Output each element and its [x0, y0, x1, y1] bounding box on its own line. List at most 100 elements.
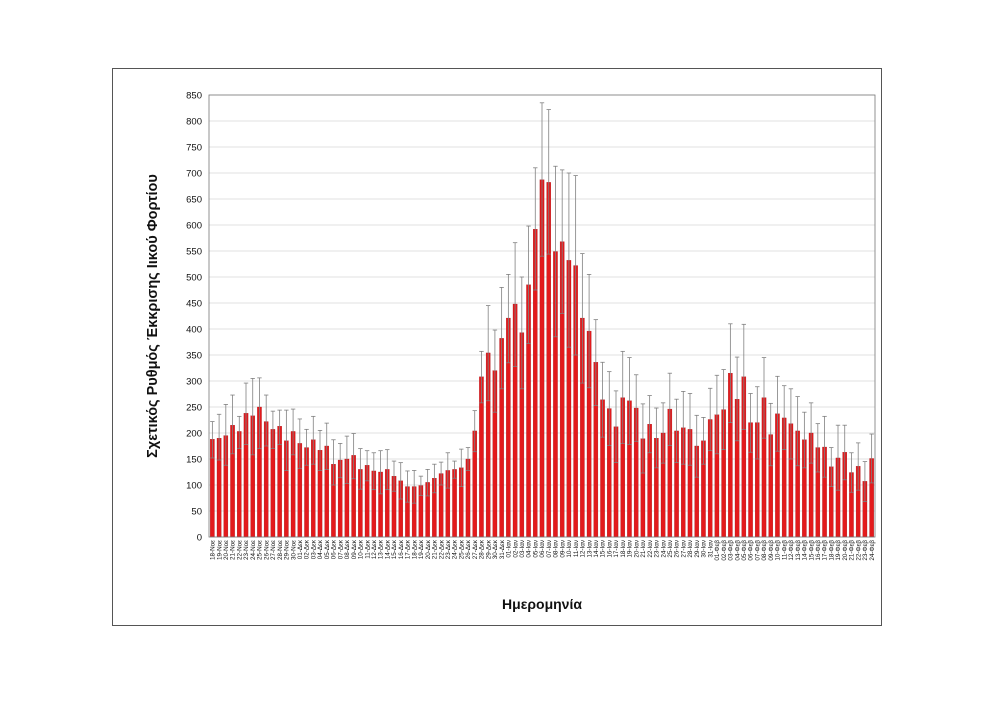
x-tick-label: 20-Δεκ — [425, 539, 432, 559]
chart-frame: 0 50 100 150 200 250 300 350 400 450 500 550 600 650 7… — [112, 68, 882, 626]
y-tick-label: 0 — [197, 532, 202, 543]
x-tick-label: 29-Δεκ — [485, 539, 492, 559]
y-tick-label: 550 — [186, 246, 202, 257]
x-tick-label: 16-Δεκ — [398, 539, 405, 559]
x-tick-label: 09-Ιαν — [559, 540, 566, 558]
y-tick-label: 400 — [186, 324, 202, 335]
x-tick-label: 31-Ιαν — [707, 540, 714, 558]
x-tick-label: 25-Νοε — [257, 540, 264, 560]
x-tick-label: 16-Φεβ — [815, 540, 822, 561]
y-axis-ticks: 0 50 100 150 200 250 300 350 400 450 500 550 600 650 7… — [186, 90, 202, 543]
x-tick-label: 20-Νοε — [223, 540, 230, 560]
x-tick-label: 26-Δεκ — [465, 539, 472, 559]
x-tick-label: 30-Ιαν — [701, 540, 708, 558]
x-tick-label: 30-Δεκ — [492, 539, 499, 559]
bar — [452, 469, 457, 538]
x-tick-label: 24-Νοε — [250, 540, 257, 560]
x-tick-label: 18-Δεκ — [411, 539, 418, 559]
y-tick-label: 300 — [186, 376, 202, 387]
x-tick-label: 17-Ιαν — [613, 540, 620, 558]
x-tick-label: 18-Φεβ — [828, 540, 835, 561]
x-tick-label: 22-Φεβ — [855, 540, 862, 561]
y-tick-label: 500 — [186, 272, 202, 283]
x-tick-label: 03-Φεβ — [728, 540, 735, 561]
x-tick-label: 13-Ιαν — [586, 540, 593, 558]
x-tick-label: 17-Φεβ — [822, 540, 829, 561]
x-tick-label: 26-Ιαν — [674, 540, 681, 558]
x-tick-label: 29-Ιαν — [694, 540, 701, 558]
x-tick-label: 29-Νοε — [284, 540, 291, 560]
x-tick-label: 22-Νοε — [236, 540, 243, 560]
x-tick-label: 11-Δεκ — [364, 539, 371, 559]
x-tick-label: 04-Ιαν — [526, 540, 533, 558]
x-tick-label: 20-Ιαν — [633, 540, 640, 558]
x-tick-label: 06-Ιαν — [539, 540, 546, 558]
x-tick-label: 19-Νοε — [216, 540, 223, 560]
x-tick-label: 25-Ιαν — [667, 540, 674, 558]
x-tick-label: 08-Ιαν — [553, 540, 560, 558]
x-tick-label: 21-Δεκ — [432, 539, 439, 559]
x-tick-label: 23-Ιαν — [654, 540, 661, 558]
x-tick-label: 15-Φεβ — [808, 540, 815, 561]
x-tick-label: 23-Νοε — [243, 540, 250, 560]
x-tick-label: 12-Ιαν — [580, 540, 587, 558]
x-tick-label: 01-Ιαν — [506, 540, 513, 558]
x-tick-label: 12-Φεβ — [788, 540, 795, 561]
x-tick-label: 25-Δεκ — [458, 539, 465, 559]
x-tick-label: 15-Ιαν — [600, 540, 607, 558]
x-tick-label: 28-Δεκ — [479, 539, 486, 559]
x-tick-label: 07-Ιαν — [546, 540, 553, 558]
x-tick-label: 19-Δεκ — [418, 539, 425, 559]
y-tick-label: 450 — [186, 298, 202, 309]
x-tick-label: 12-Δεκ — [371, 539, 378, 559]
x-tick-label: 07-Δεκ — [337, 539, 344, 559]
y-tick-label: 150 — [186, 454, 202, 465]
x-tick-label: 06-Φεβ — [748, 540, 755, 561]
bar-chart: 0 50 100 150 200 250 300 350 400 450 500 550 600 650 7… — [145, 90, 876, 612]
x-tick-label: 21-Φεβ — [849, 540, 856, 561]
x-tick-label: 10-Δεκ — [358, 539, 365, 559]
x-tick-label: 10-Φεβ — [775, 540, 782, 561]
x-tick-label: 24-Ιαν — [660, 540, 667, 558]
x-tick-label: 06-Δεκ — [331, 539, 338, 559]
x-tick-label: 30-Νοε — [290, 540, 297, 560]
x-tick-label: 22-Ιαν — [647, 540, 654, 558]
x-tick-label: 01-Δεκ — [297, 539, 304, 559]
x-tick-label: 08-Φεβ — [761, 540, 768, 561]
x-tick-label: 11-Ιαν — [573, 540, 580, 557]
x-tick-label: 24-Φεβ — [869, 540, 876, 561]
y-tick-label: 200 — [186, 428, 202, 439]
x-tick-label: 13-Δεκ — [378, 539, 385, 559]
x-tick-label: 08-Δεκ — [344, 539, 351, 559]
x-tick-label: 20-Φεβ — [842, 540, 849, 561]
x-tick-label: 23-Δεκ — [445, 539, 452, 559]
y-tick-label: 250 — [186, 402, 202, 413]
x-tick-label: 05-Φεβ — [741, 540, 748, 561]
x-tick-label: 13-Φεβ — [795, 540, 802, 561]
y-tick-label: 750 — [186, 142, 202, 153]
x-tick-label: 23-Φεβ — [862, 540, 869, 561]
x-tick-label: 17-Δεκ — [405, 539, 412, 559]
x-tick-label: 01-Φεβ — [714, 540, 721, 561]
x-axis-title: Ημερομηνία — [502, 596, 582, 612]
y-tick-label: 700 — [186, 168, 202, 179]
x-tick-label: 07-Φεβ — [754, 540, 761, 561]
x-tick-label: 22-Δεκ — [438, 539, 445, 559]
y-tick-label: 850 — [186, 90, 202, 101]
y-tick-label: 800 — [186, 116, 202, 127]
plot-area-border — [208, 94, 876, 538]
y-tick-label: 50 — [191, 506, 202, 517]
x-tick-label: 21-Ιαν — [640, 540, 647, 558]
x-tick-label: 19-Φεβ — [835, 540, 842, 561]
x-tick-label: 05-Ιαν — [532, 540, 539, 558]
y-tick-label: 600 — [186, 220, 202, 231]
x-tick-label: 24-Δεκ — [452, 539, 459, 559]
x-tick-label: 09-Δεκ — [351, 539, 358, 559]
x-tick-label: 16-Ιαν — [606, 540, 613, 558]
y-tick-label: 100 — [186, 480, 202, 491]
x-tick-label: 27-Ιαν — [680, 540, 687, 558]
x-tick-label: 18-Νοε — [210, 540, 217, 560]
y-tick-label: 350 — [186, 350, 202, 361]
x-tick-label: 04-Φεβ — [734, 540, 741, 561]
x-tick-label: 02-Ιαν — [512, 540, 519, 558]
